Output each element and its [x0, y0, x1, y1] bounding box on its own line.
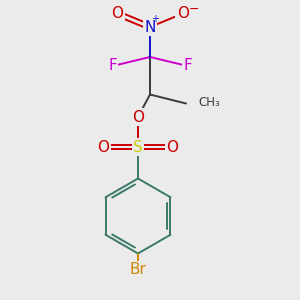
Text: O: O: [177, 6, 189, 21]
Text: O: O: [111, 6, 123, 21]
Text: F: F: [108, 58, 117, 74]
Text: F: F: [183, 58, 192, 74]
Text: −: −: [189, 3, 200, 16]
Text: O: O: [98, 140, 110, 154]
Text: N: N: [144, 20, 156, 34]
Text: Br: Br: [130, 262, 146, 278]
Text: S: S: [133, 140, 143, 154]
Text: +: +: [152, 14, 159, 24]
Text: O: O: [167, 140, 178, 154]
Text: CH₃: CH₃: [199, 95, 220, 109]
Text: O: O: [132, 110, 144, 124]
